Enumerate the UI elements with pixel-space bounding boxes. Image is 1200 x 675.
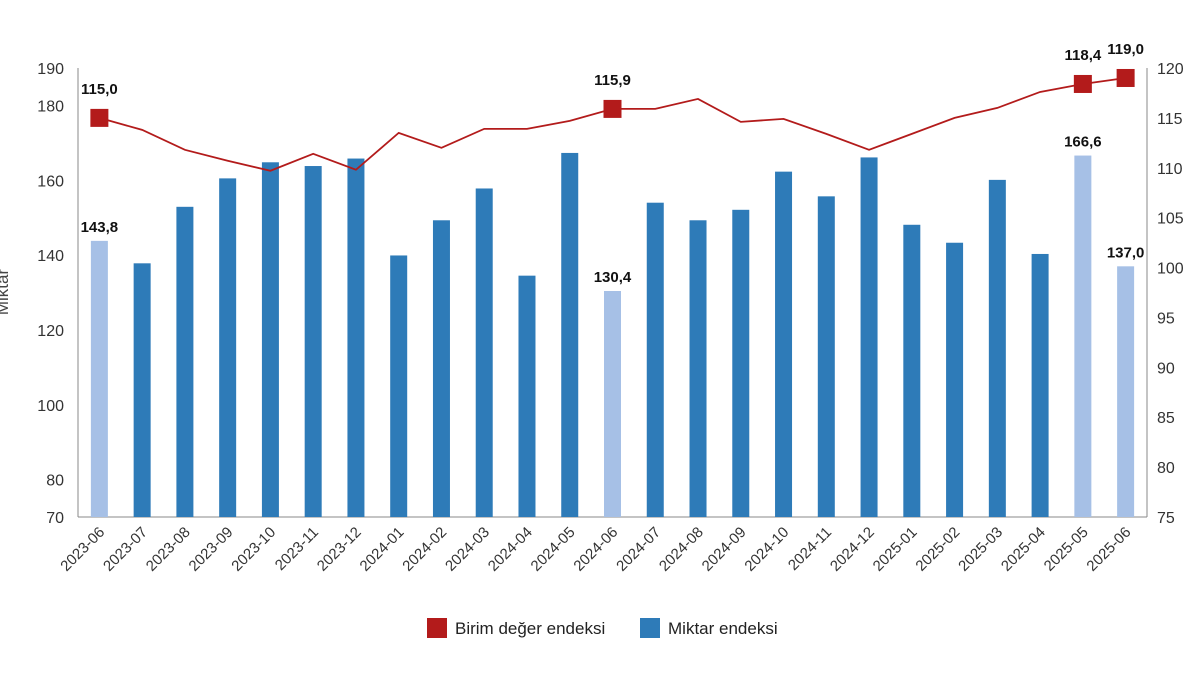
bar-2025-06 [1117,266,1135,517]
legend-label-birim-deger: Birim değer endeksi [455,619,605,638]
bar-data-label: 137,0 [1107,244,1145,261]
bar-2024-06 [604,291,621,517]
x-tick-label: 2023-07 [100,524,151,575]
line-data-label: 118,4 [1065,47,1102,64]
x-tick-label: 2025-03 [955,524,1006,575]
bar-2024-10 [775,171,793,517]
bar-2023-11 [304,166,322,517]
x-tick-label: 2024-05 [528,524,579,575]
legend-swatch-birim-deger [427,618,447,638]
y-left-tick-label: 160 [37,173,64,190]
x-tick-label: 2024-07 [613,524,664,575]
y-left-tick-label: 100 [37,398,64,415]
x-tick-label: 2023-12 [314,524,365,575]
bar-data-label: 166,6 [1064,134,1102,151]
line-data-label: 115,9 [594,72,631,89]
line-path [99,77,1126,172]
x-tick-label: 2024-01 [357,524,408,575]
x-tick-label: 2024-09 [699,524,750,575]
line-data-label: 115,0 [81,81,118,98]
y-right-tick-label: 110 [1157,161,1183,178]
bar-2024-04 [518,275,536,517]
bar-series-miktar [90,152,1135,518]
y-left-tick-label: 70 [46,510,64,527]
y-axis-title: Miktar [0,269,12,316]
x-tick-label: 2023-11 [272,524,322,574]
y-right-tick-label: 105 [1157,211,1184,228]
x-tick-label: 2025-01 [870,524,921,575]
x-tick-label: 2024-08 [656,524,707,575]
x-tick-label: 2025-04 [998,524,1049,575]
y-left-tick-label: 80 [46,473,64,490]
bar-2025-04 [1031,253,1049,518]
bar-2024-01 [390,255,408,517]
y-right-tick-label: 120 [1157,61,1184,78]
legend-swatch-miktar [640,618,660,638]
bar-2024-07 [646,202,664,517]
bar-2025-02 [946,242,964,517]
y-right-tick-label: 95 [1157,310,1175,327]
bar-2023-12 [347,158,365,517]
x-tick-label: 2023-10 [228,524,279,575]
y-right-tick-label: 115 [1157,111,1183,128]
data-labels: 143,8 130,4 166,6 137,0 115,0 115,9 118,4 119,0 [81,41,1145,286]
x-tick-label: 2024-03 [442,524,493,575]
bar-2023-06 [90,240,108,518]
y-right-tick-label: 85 [1157,410,1175,427]
line-series-birim-deger [90,68,1135,172]
x-tick-label: 2024-12 [827,524,878,575]
y-right-tick-label: 75 [1157,510,1175,527]
y-right-tick-label: 90 [1157,360,1175,377]
x-tick-label: 2025-02 [912,524,963,575]
bar-2024-11 [817,196,835,517]
line-data-label: 119,0 [1107,41,1144,58]
x-tick-label: 2025-05 [1041,524,1092,575]
y-left-tick-label: 180 [37,98,64,115]
bar-2025-01 [903,224,921,518]
y-right-tick-label: 100 [1157,261,1184,278]
x-tick-label: 2023-06 [57,524,108,575]
x-tick-label: 2024-02 [399,524,450,575]
bar-2024-05 [561,152,579,517]
bar-2023-10 [261,162,279,518]
x-tick-label: 2023-08 [143,524,194,575]
y-left-tick-label: 190 [37,61,64,78]
x-tick-label: 2024-11 [785,524,835,574]
bar-2023-09 [219,178,237,518]
line-marker-2023-06 [90,108,109,127]
bar-2024-03 [475,188,493,517]
bar-2024-08 [689,220,707,517]
bar-data-label: 143,8 [81,219,119,236]
bar-data-label: 130,4 [594,269,632,286]
x-axis-ticks: 2023-062023-072023-082023-092023-102023-… [57,524,1134,575]
bar-2024-09 [732,209,750,517]
x-tick-label: 2024-06 [570,524,621,575]
bar-2025-03 [988,179,1006,517]
bar-2023-08 [176,206,194,517]
line-marker-2025-06 [1116,68,1135,87]
axes: 70 80 100 120 140 160 180 190 75 80 85 90 95 100 105 11… [0,61,1184,527]
bar-2024-02 [432,220,450,517]
x-tick-label: 2024-04 [485,524,536,575]
line-marker-2024-06 [603,99,622,118]
bar-2025-05 [1074,155,1092,517]
legend-label-miktar: Miktar endeksi [668,619,778,638]
line-marker-2025-05 [1073,74,1092,93]
legend: Birim değer endeksi Miktar endeksi [427,618,778,638]
x-tick-label: 2023-09 [186,524,237,575]
y-left-tick-label: 140 [37,248,64,265]
x-tick-label: 2024-10 [741,524,792,575]
x-tick-label: 2025-06 [1083,524,1134,575]
bar-2023-07 [133,263,151,517]
y-right-tick-label: 80 [1157,460,1175,477]
bar-2024-12 [860,157,878,517]
y-left-tick-label: 120 [37,323,64,340]
